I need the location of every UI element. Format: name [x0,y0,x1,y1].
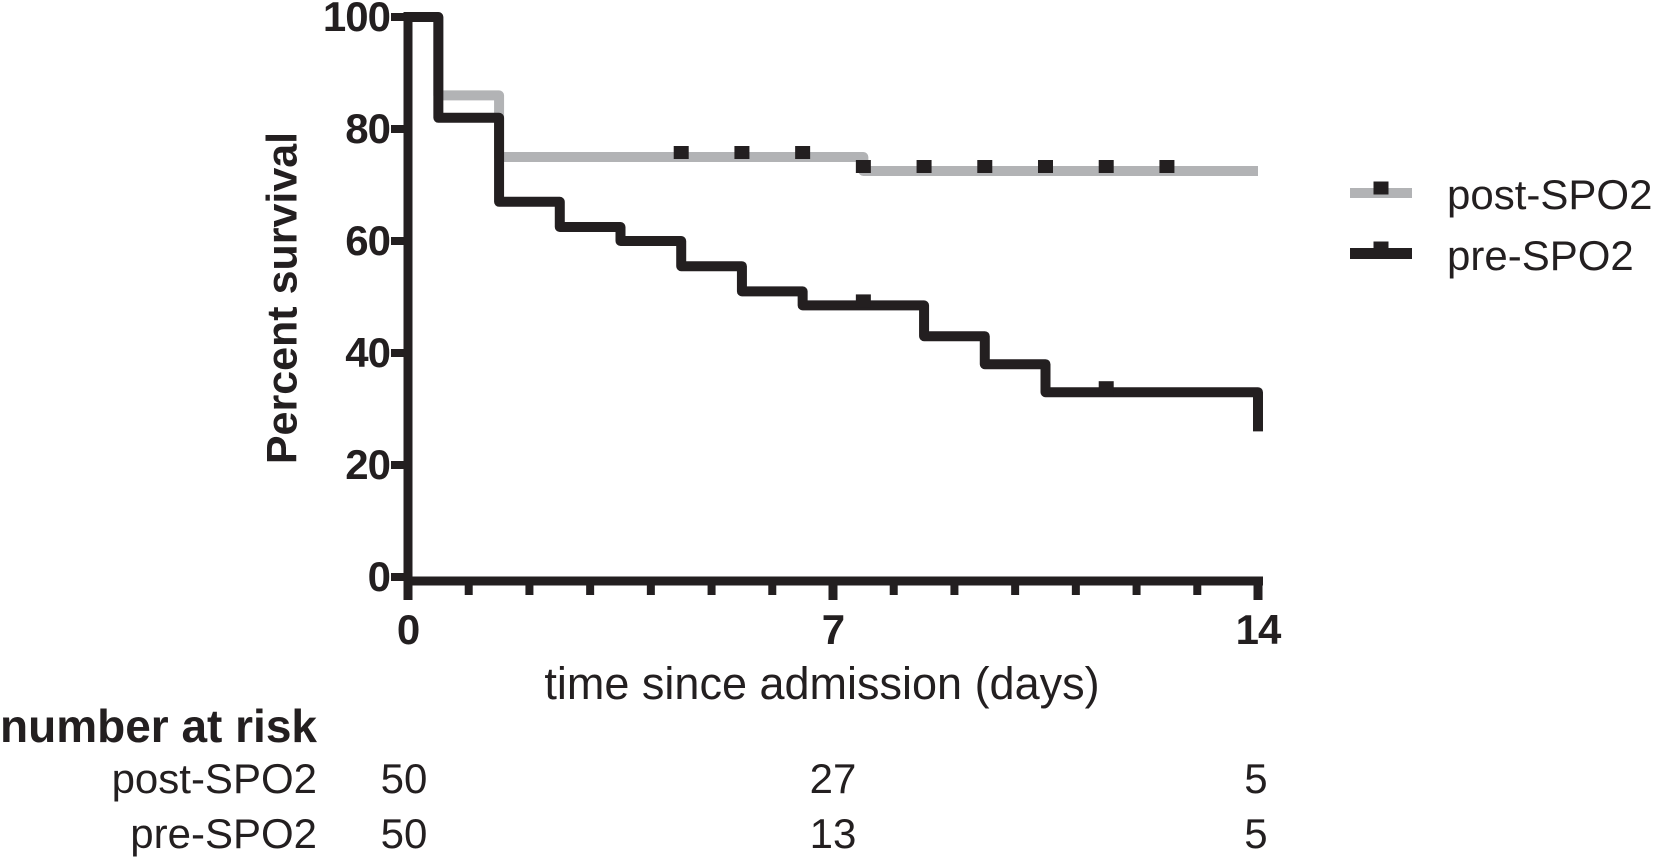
survival-curve-post-SPO2 [408,12,1258,176]
legend-label-pre-spo2: pre-SPO2 [1447,232,1634,279]
y-tick-label-20: 20 [345,441,391,488]
censor-mark-post-SPO2-day-12.5 [1159,160,1175,173]
censor-mark-post-SPO2-day-9.5 [977,160,993,173]
risk-value-post-SPO2-day-7: 27 [809,755,857,802]
risk-row-label-pre-spo2: pre-SPO2 [130,810,317,857]
y-tick-label-40: 40 [345,329,391,376]
risk-value-pre-SPO2-day-14: 5 [1244,810,1268,857]
risk-value-post-SPO2-day-0: 50 [380,755,428,802]
x-tick-label-day-14: 14 [1235,606,1282,653]
censor-mark-post-SPO2-day-4.5 [673,146,689,159]
censor-mark-post-SPO2-day-6.5 [795,146,811,159]
y-tick-label-100: 100 [322,0,391,40]
legend-label-post-spo2: post-SPO2 [1447,171,1653,218]
risk-value-post-SPO2-day-14: 5 [1244,755,1268,802]
x-tick-label-day-7: 7 [821,606,845,653]
censor-mark-post-SPO2-day-10.5 [1037,160,1053,173]
risk-value-pre-SPO2-day-7: 13 [809,810,857,857]
censor-mark-pre-SPO2-day-7.5 [855,294,871,308]
risk-table-header: number at risk [0,700,317,752]
risk-row-label-post-spo2: post-SPO2 [111,755,317,802]
risk-value-pre-SPO2-day-0: 50 [380,810,428,857]
x-axis-title: time since admission (days) [544,658,1100,709]
censor-mark-pre-SPO2-day-11.5 [1098,381,1114,395]
survival-curve-pre-SPO2 [408,12,1263,432]
y-tick-label-80: 80 [345,105,391,152]
censor-mark-post-SPO2-day-8.5 [916,160,932,173]
legend-censor-tick-post-SPO2 [1373,181,1389,195]
y-tick-label-0: 0 [367,553,391,600]
legend-censor-tick-pre-SPO2 [1373,241,1389,255]
censor-mark-post-SPO2-day-11.5 [1098,160,1114,173]
x-tick-label-day-0: 0 [396,606,420,653]
y-tick-label-60: 60 [345,217,391,264]
censor-mark-post-SPO2-day-7.5 [855,160,871,173]
censor-mark-post-SPO2-day-5.5 [734,146,750,159]
y-axis-title: Percent survival [258,131,307,465]
